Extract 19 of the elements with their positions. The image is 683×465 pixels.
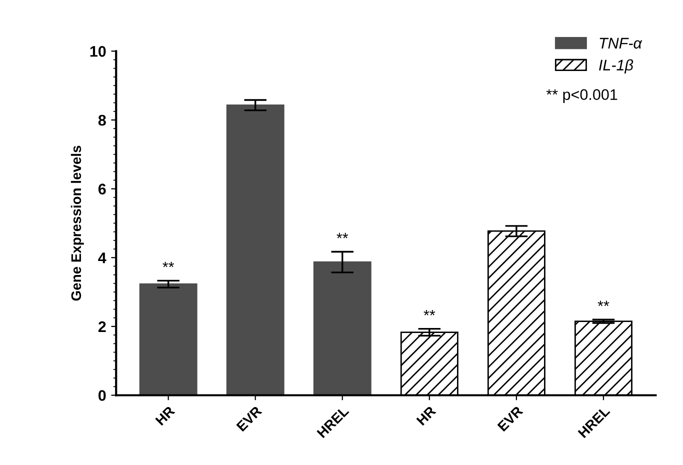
data-label: ** bbox=[162, 262, 174, 268]
y-tick-label: 8 bbox=[98, 114, 106, 126]
bar bbox=[139, 283, 198, 396]
y-tick-label: 4 bbox=[98, 252, 106, 264]
x-tick-label: HR bbox=[416, 406, 436, 426]
data-label: ** bbox=[424, 310, 436, 316]
bar bbox=[226, 104, 284, 396]
data-label: ** bbox=[598, 300, 610, 306]
y-axis-title: Gene Expression levels bbox=[70, 146, 84, 301]
legend-label: TNF-α bbox=[600, 38, 642, 49]
y-tick-label: 10 bbox=[90, 46, 106, 57]
y-tick-label: 2 bbox=[98, 321, 106, 332]
y-tick-label: 0 bbox=[98, 390, 106, 401]
annotation: ** p<0.001 bbox=[546, 89, 618, 104]
data-label: ** bbox=[336, 232, 348, 238]
x-tick-label: HR bbox=[155, 406, 176, 426]
y-tick-label: 6 bbox=[98, 184, 106, 194]
legend-label: IL-1β bbox=[599, 59, 634, 74]
bar bbox=[313, 261, 372, 396]
